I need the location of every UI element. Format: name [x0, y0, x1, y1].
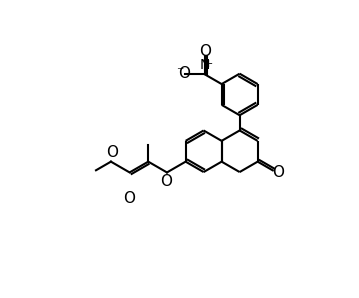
Text: O: O [199, 44, 211, 59]
Text: O: O [160, 174, 172, 189]
Text: O: O [178, 66, 190, 81]
Text: +: + [204, 59, 213, 69]
Text: O: O [106, 145, 118, 160]
Text: O: O [272, 165, 284, 180]
Text: O: O [123, 191, 136, 206]
Text: N: N [200, 58, 210, 72]
Text: ⁻: ⁻ [176, 65, 184, 79]
